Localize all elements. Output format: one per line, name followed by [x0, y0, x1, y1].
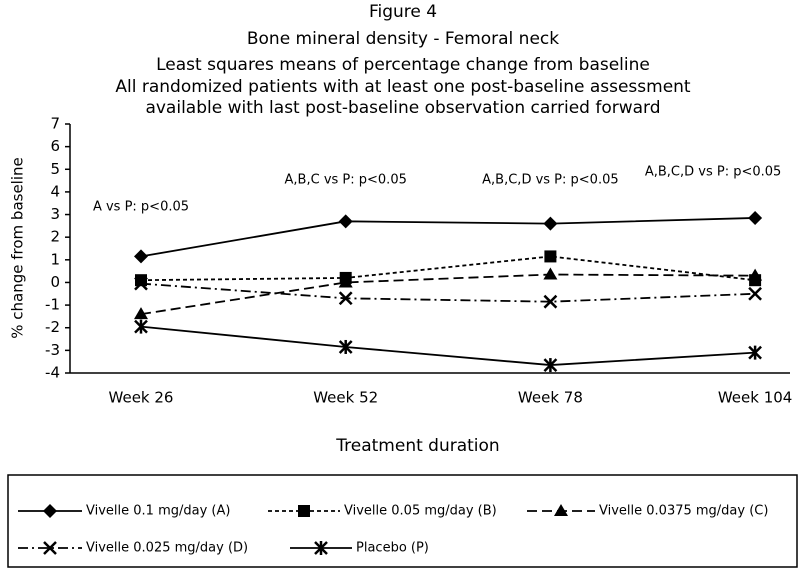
title: Bone mineral density - Femoral neck — [247, 29, 559, 49]
title: Least squares means of percentage change… — [156, 55, 650, 75]
marker — [134, 307, 148, 320]
y-tick-label: 6 — [50, 137, 60, 155]
legend-label: Vivelle 0.025 mg/day (D) — [86, 541, 248, 556]
y-tick-label: 4 — [50, 182, 60, 200]
marker — [748, 345, 762, 360]
y-tick-label: 0 — [50, 273, 60, 291]
marker — [748, 268, 763, 281]
y-tick-label: 2 — [50, 228, 60, 246]
annotation: A,B,C,D vs P: p<0.05 — [482, 173, 618, 188]
marker-shape — [298, 505, 310, 517]
marker — [298, 505, 310, 517]
title: available with last post-baseline observ… — [145, 98, 660, 118]
series-line — [140, 217, 756, 258]
y-tick-label: -2 — [45, 318, 60, 336]
x-axis-label: Treatment duration — [335, 436, 499, 456]
marker — [544, 250, 557, 263]
marker — [134, 276, 148, 291]
marker — [554, 504, 568, 516]
annotation: A vs P: p<0.05 — [93, 200, 189, 215]
x-tick-label: Week 52 — [313, 389, 378, 407]
marker-shape — [338, 291, 353, 306]
y-tick-label: -4 — [45, 364, 60, 382]
marker — [748, 210, 763, 225]
marker-shape — [748, 268, 763, 281]
series-line — [140, 325, 756, 366]
y-tick-label: 5 — [50, 160, 60, 178]
marker-shape — [748, 286, 762, 301]
marker-shape — [543, 294, 558, 309]
x-tick-label: Week 78 — [518, 389, 583, 407]
series-line — [140, 282, 756, 303]
marker — [43, 504, 57, 518]
y-tick-label: 7 — [50, 115, 60, 133]
marker — [338, 339, 353, 354]
marker — [338, 214, 353, 229]
marker-shape — [43, 541, 57, 555]
annotation: A,B,C,D vs P: p<0.05 — [645, 165, 781, 180]
marker-shape — [554, 504, 568, 516]
y-tick-label: -3 — [45, 341, 60, 359]
series-line — [140, 273, 756, 316]
marker — [748, 286, 762, 301]
marker — [543, 358, 558, 373]
marker-shape — [338, 275, 353, 288]
marker — [543, 267, 558, 280]
marker-shape — [43, 504, 57, 518]
marker — [338, 291, 353, 306]
legend-box — [7, 474, 798, 568]
marker-shape — [134, 276, 148, 291]
x-tick-label: Week 104 — [718, 389, 793, 407]
title: Figure 4 — [369, 2, 437, 22]
marker — [134, 319, 148, 334]
legend-label: Vivelle 0.05 mg/day (B) — [344, 504, 497, 519]
marker-shape — [134, 249, 148, 264]
legend-label: Vivelle 0.1 mg/day (A) — [86, 504, 230, 519]
marker — [543, 294, 558, 309]
y-axis-label: % change from baseline — [9, 157, 27, 339]
legend-label: Vivelle 0.0375 mg/day (C) — [599, 504, 768, 519]
marker — [134, 249, 148, 264]
marker-shape — [338, 214, 353, 229]
marker-shape — [748, 210, 763, 225]
y-tick-label: 1 — [50, 250, 60, 268]
annotation: A,B,C vs P: p<0.05 — [285, 173, 407, 188]
marker — [543, 216, 558, 231]
marker-shape — [134, 307, 148, 320]
y-tick-label: 3 — [50, 205, 60, 223]
marker-shape — [544, 250, 557, 263]
marker — [314, 541, 328, 555]
marker-shape — [543, 267, 558, 280]
y-tick-label: -1 — [45, 296, 60, 314]
marker — [43, 541, 57, 555]
title: All randomized patients with at least on… — [115, 77, 691, 97]
marker — [338, 275, 353, 288]
series-line — [140, 255, 756, 282]
legend-label: Placebo (P) — [356, 541, 429, 556]
marker-shape — [543, 216, 558, 231]
x-tick-label: Week 26 — [109, 389, 174, 407]
